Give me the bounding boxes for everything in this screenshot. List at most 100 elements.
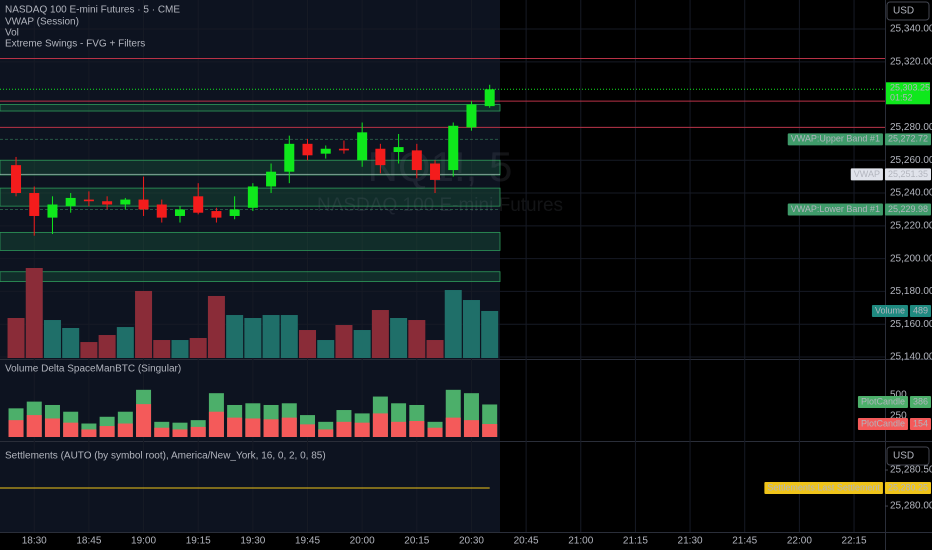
level-name-tag-text: VWAP:Upper Band #1 bbox=[791, 134, 880, 144]
last-price-label: 25,303.25 bbox=[890, 83, 930, 93]
candle-body bbox=[448, 125, 459, 171]
x-tick-label: 18:30 bbox=[22, 536, 47, 547]
x-tick-label: 19:00 bbox=[131, 536, 156, 547]
volume-bar bbox=[299, 330, 317, 358]
delta-value-tag bbox=[909, 396, 931, 408]
candle-body bbox=[411, 150, 422, 171]
settlement-value-tag bbox=[884, 482, 931, 495]
delta-bar bbox=[409, 420, 425, 437]
last-price-tag bbox=[886, 82, 930, 105]
volume-bar bbox=[80, 342, 98, 358]
candle-body bbox=[302, 143, 313, 156]
volume-bar bbox=[244, 318, 262, 358]
delta-bar bbox=[117, 423, 133, 437]
volume-name-tag bbox=[871, 304, 908, 317]
volume-bar bbox=[7, 318, 25, 358]
candle-body bbox=[65, 197, 76, 207]
candle-body bbox=[430, 163, 441, 180]
delta-bar bbox=[81, 429, 97, 437]
delta-bar bbox=[227, 417, 243, 437]
y-tick-label: 25,200.00 bbox=[890, 253, 932, 264]
volume-bar bbox=[135, 290, 153, 358]
candle-body bbox=[466, 104, 477, 128]
delta-bar bbox=[336, 421, 352, 437]
candle-body bbox=[393, 147, 404, 153]
volume-bar bbox=[25, 268, 43, 358]
candle-body bbox=[229, 209, 240, 216]
volume-bar bbox=[444, 290, 462, 358]
candle-body bbox=[120, 199, 131, 205]
delta-value-tag bbox=[909, 418, 931, 430]
volume-bar bbox=[153, 340, 171, 358]
level-name-tag bbox=[787, 133, 883, 146]
candle-body bbox=[102, 201, 113, 205]
y-tick-label: 500 bbox=[890, 390, 907, 401]
delta-bar bbox=[372, 413, 388, 437]
fvg-zone bbox=[0, 271, 501, 282]
x-tick-label: 19:45 bbox=[295, 536, 320, 547]
delta-bar bbox=[208, 411, 224, 437]
x-tick-label: 19:30 bbox=[240, 536, 265, 547]
currency-button[interactable] bbox=[886, 1, 930, 21]
delta-bar bbox=[445, 417, 461, 437]
candle-body bbox=[211, 211, 222, 218]
delta-bar bbox=[26, 415, 42, 437]
delta-name-tag bbox=[857, 418, 908, 430]
candle-body bbox=[138, 199, 149, 210]
currency-button[interactable] bbox=[886, 446, 930, 466]
delta-bar bbox=[463, 420, 479, 437]
y-tick-label: 25,280.50 bbox=[890, 465, 932, 476]
currency-label[interactable]: USD bbox=[893, 451, 914, 462]
level-name-tag-text: VWAP:Lower Band #1 bbox=[791, 204, 880, 214]
level-price-tag-text: 25,229.98 bbox=[888, 204, 928, 214]
candle-body bbox=[29, 193, 40, 216]
candle-body bbox=[266, 171, 277, 187]
countdown: 01:52 bbox=[890, 93, 913, 103]
level-name-tag bbox=[787, 203, 883, 216]
volume-bar bbox=[98, 335, 116, 358]
x-tick-label: 20:15 bbox=[404, 536, 429, 547]
volume-bar bbox=[189, 338, 207, 358]
x-tick-label: 20:00 bbox=[350, 536, 375, 547]
delta-name-tag-text: PlotCandle bbox=[861, 418, 905, 428]
delta-value-tag-text: 386 bbox=[913, 396, 928, 406]
candle-body bbox=[284, 143, 295, 172]
delta-bar bbox=[482, 424, 498, 437]
delta-bar bbox=[263, 419, 279, 437]
volume-bar bbox=[462, 300, 480, 358]
candle-body bbox=[357, 132, 368, 161]
x-tick-label: 18:45 bbox=[76, 536, 101, 547]
y-tick-label: 250 bbox=[890, 411, 907, 422]
volume-bar bbox=[207, 295, 225, 358]
y-tick-label: 25,280.00 bbox=[890, 122, 932, 133]
volume-bar bbox=[62, 328, 80, 358]
volume-bar bbox=[43, 320, 61, 358]
candle-body bbox=[47, 204, 58, 218]
candle-body bbox=[174, 209, 185, 216]
volume-bar bbox=[335, 325, 353, 358]
candle-body bbox=[83, 199, 94, 202]
settlement-value-tag-text: 25,280.25 bbox=[888, 482, 928, 492]
currency-label[interactable]: USD bbox=[893, 6, 914, 17]
delta-bar bbox=[8, 420, 24, 437]
x-tick-label: 22:00 bbox=[787, 536, 812, 547]
y-tick-label: 25,320.00 bbox=[890, 56, 932, 67]
settlement-name-tag-text: Settlements:Last Settlement bbox=[767, 482, 880, 492]
volume-name-tag-text: Volume bbox=[875, 305, 905, 315]
level-price-tag-text: 25,272.72 bbox=[888, 134, 928, 144]
pane-title: Settlements (AUTO (by symbol root), Amer… bbox=[5, 451, 326, 462]
delta-bar bbox=[172, 429, 188, 437]
x-tick-label: 21:45 bbox=[732, 536, 757, 547]
x-tick-label: 21:15 bbox=[623, 536, 648, 547]
volume-bar bbox=[426, 340, 444, 358]
volume-bar bbox=[481, 310, 499, 358]
level-name-tag bbox=[850, 168, 883, 181]
volume-bar bbox=[408, 320, 426, 358]
legend-item: Vol bbox=[5, 28, 19, 39]
y-tick-label: 25,140.00 bbox=[890, 352, 932, 363]
level-price-tag bbox=[884, 133, 931, 146]
